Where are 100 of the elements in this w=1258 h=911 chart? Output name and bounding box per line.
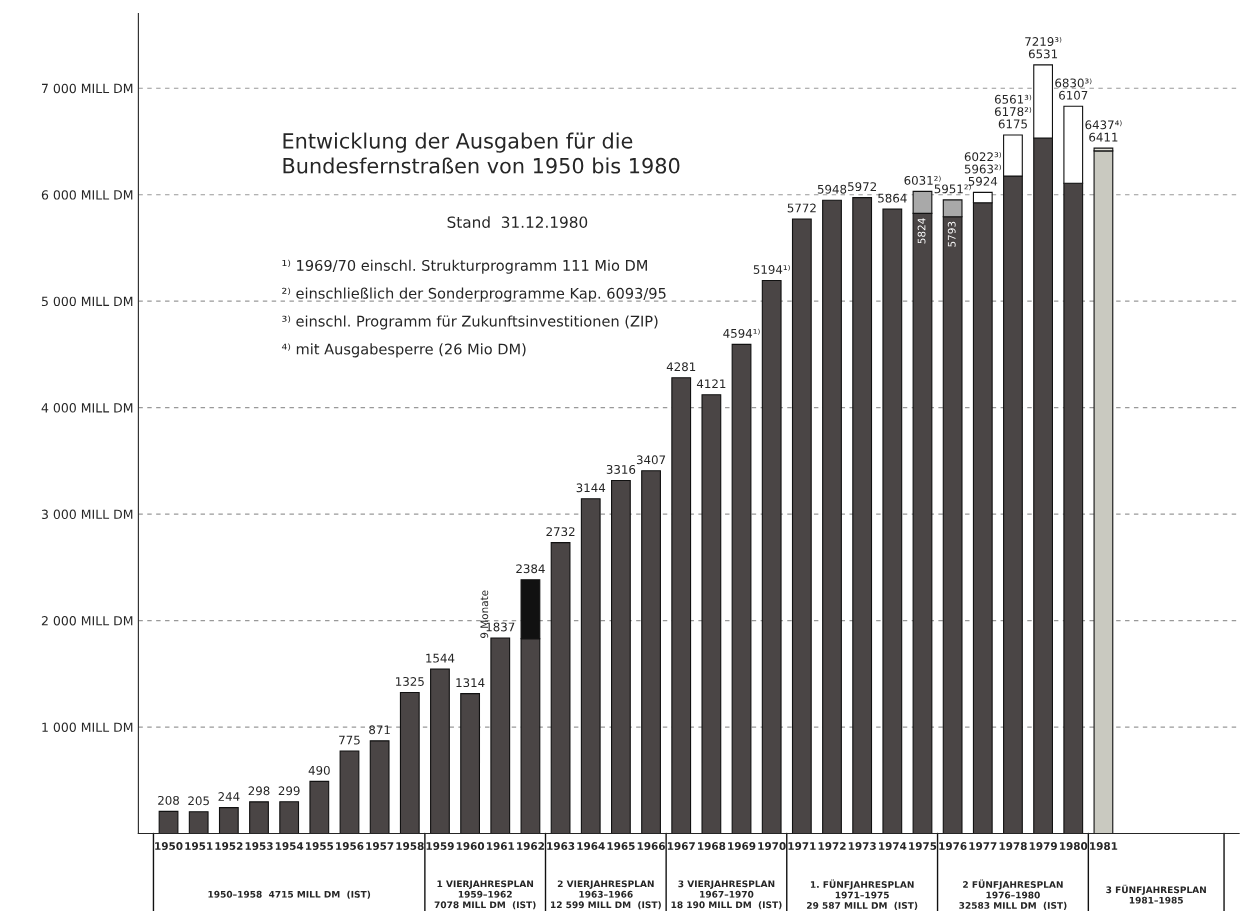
text: 1 VIERJAHRESPLAN 1959–1962 7078 MILL DM (IST) <box>434 880 536 910</box>
data-label: 208 <box>158 795 179 805</box>
data-label: 244 <box>218 792 240 801</box>
annotation: 6031²⁾ <box>904 175 941 185</box>
data-label: 2732 <box>546 527 575 537</box>
data-label: 298 <box>248 786 270 796</box>
bar <box>339 750 360 834</box>
x-tick-label: 1977 <box>969 842 997 850</box>
annotation: ³⁾ einschl. Programm für Zukunftsinvestitionen (ZIP) <box>282 315 658 330</box>
data-label: 5772 <box>787 203 816 213</box>
annotation: 6437⁴⁾ 6411 <box>1085 120 1122 142</box>
bar <box>430 668 450 834</box>
bar <box>158 810 179 834</box>
x-tick-label: 1950 <box>155 842 183 850</box>
bar <box>852 197 873 834</box>
x-tick-label: 1974 <box>879 842 907 850</box>
bar <box>369 740 390 834</box>
x-tick-label: 1959 <box>426 842 454 850</box>
x-tick-label: 1966 <box>637 842 665 850</box>
data-label: 5948 <box>817 184 847 194</box>
bar <box>490 637 511 834</box>
bar <box>1093 150 1114 834</box>
x-tick-label: 1970 <box>758 842 786 850</box>
data-label: 5824 <box>917 218 926 244</box>
x-tick-label: 1958 <box>396 842 424 850</box>
data-label: 4281 <box>666 362 696 372</box>
x-tick-label: 1953 <box>245 842 273 850</box>
text: 1950–1958 4715 MILL DM (IST) <box>208 890 371 899</box>
x-tick-label: 1951 <box>185 842 213 850</box>
data-label: 3144 <box>576 483 606 493</box>
bar <box>309 780 330 834</box>
text: Entwicklung der Ausgaben für die Bundesfernstraßen von 1950 bis 1980 <box>283 132 680 174</box>
bar <box>822 199 842 834</box>
annotation: 6830³⁾ 6107 <box>1055 78 1092 100</box>
y-tick-label: 6 000 MILL DM <box>41 190 133 200</box>
data-label: 5972 <box>848 182 876 192</box>
data-label: 3316 <box>606 465 636 474</box>
text: 2 FÜNFJAHRESPLAN 1976–1980 32583 MILL DM (IST) <box>959 879 1067 910</box>
data-label: 4121 <box>696 379 726 389</box>
data-label: 4594¹⁾ <box>723 328 760 338</box>
y-tick-label: 1 000 MILL DM <box>42 722 133 733</box>
annotation: 5951²⁾ <box>934 184 971 194</box>
data-label: 1314 <box>456 678 485 688</box>
bar <box>580 498 601 834</box>
x-tick-label: 1955 <box>306 842 334 850</box>
bar <box>218 807 239 834</box>
annotation: 2384 <box>516 564 545 574</box>
text: 1. FÜNFJAHRESPLAN 1971–1975 29 587 MILL DM (IST) <box>807 879 918 910</box>
x-tick-label: 1957 <box>366 842 394 850</box>
x-tick-label: 1964 <box>577 842 605 850</box>
x-tick-label: 1954 <box>275 842 304 850</box>
bar <box>641 470 661 834</box>
bar <box>761 279 782 834</box>
x-tick-label: 1971 <box>788 842 816 850</box>
y-tick-label: 7 000 MILL DM <box>42 83 133 94</box>
data-label: 5864 <box>878 193 907 203</box>
x-tick-label: 1980 <box>1059 842 1088 850</box>
data-label: 205 <box>188 796 209 806</box>
x-tick-label: 1978 <box>999 842 1027 850</box>
x-tick-label: 1969 <box>728 842 756 850</box>
data-label: 3407 <box>636 455 666 465</box>
bar <box>188 811 209 834</box>
data-label: 490 <box>308 765 330 775</box>
x-tick-label: 1962 <box>517 842 545 850</box>
x-tick-label: 1961 <box>486 842 515 850</box>
x-tick-label: 1972 <box>818 842 846 850</box>
bar <box>610 479 631 834</box>
bar <box>550 542 571 834</box>
bar <box>460 693 481 834</box>
x-tick-label: 1968 <box>698 842 726 850</box>
x-tick-label: 1979 <box>1029 842 1057 850</box>
x-tick-label: 1976 <box>939 842 967 850</box>
bar <box>882 208 903 834</box>
data-label: 299 <box>278 786 300 796</box>
x-tick-label: 1960 <box>456 842 485 850</box>
bar <box>731 343 752 834</box>
x-tick-label: 1965 <box>607 842 635 850</box>
x-tick-label: 1963 <box>547 842 575 850</box>
x-tick-label: 1973 <box>848 842 876 850</box>
bar <box>279 801 300 834</box>
annotation: ²⁾ einschließlich der Sonderprogramme Kap. 6093/95 <box>282 287 666 302</box>
data-label: 775 <box>339 735 360 745</box>
data-label: 1544 <box>426 653 455 663</box>
x-tick-label: 1981 <box>1090 842 1118 850</box>
bar <box>249 801 269 834</box>
y-tick-label: 5 000 MILL DM <box>41 296 133 307</box>
bar <box>701 394 722 834</box>
annotation: ⁴⁾ mit Ausgabesperre (26 Mio DM) <box>281 343 526 358</box>
data-label: 5194¹⁾ <box>753 264 790 274</box>
bar <box>791 218 812 834</box>
bar <box>671 377 692 834</box>
annotation: ¹⁾ 1969/70 einschl. Strukturprogramm 111 Mio DM <box>282 259 647 274</box>
x-tick-label: 1967 <box>667 842 695 850</box>
y-tick-label: 3 000 MILL DM <box>41 509 133 520</box>
y-tick-label: 4 000 MILL DM <box>41 403 133 413</box>
text: 3 FÜNFJAHRESPLAN 1981–1985 <box>1106 884 1206 904</box>
x-tick-label: 1956 <box>336 842 364 850</box>
annotation: 7219³⁾ 6531 <box>1025 36 1062 59</box>
data-label: 1325 <box>396 677 424 686</box>
annotation: 6561³⁾ 6178²⁾ 6175 <box>994 94 1032 129</box>
